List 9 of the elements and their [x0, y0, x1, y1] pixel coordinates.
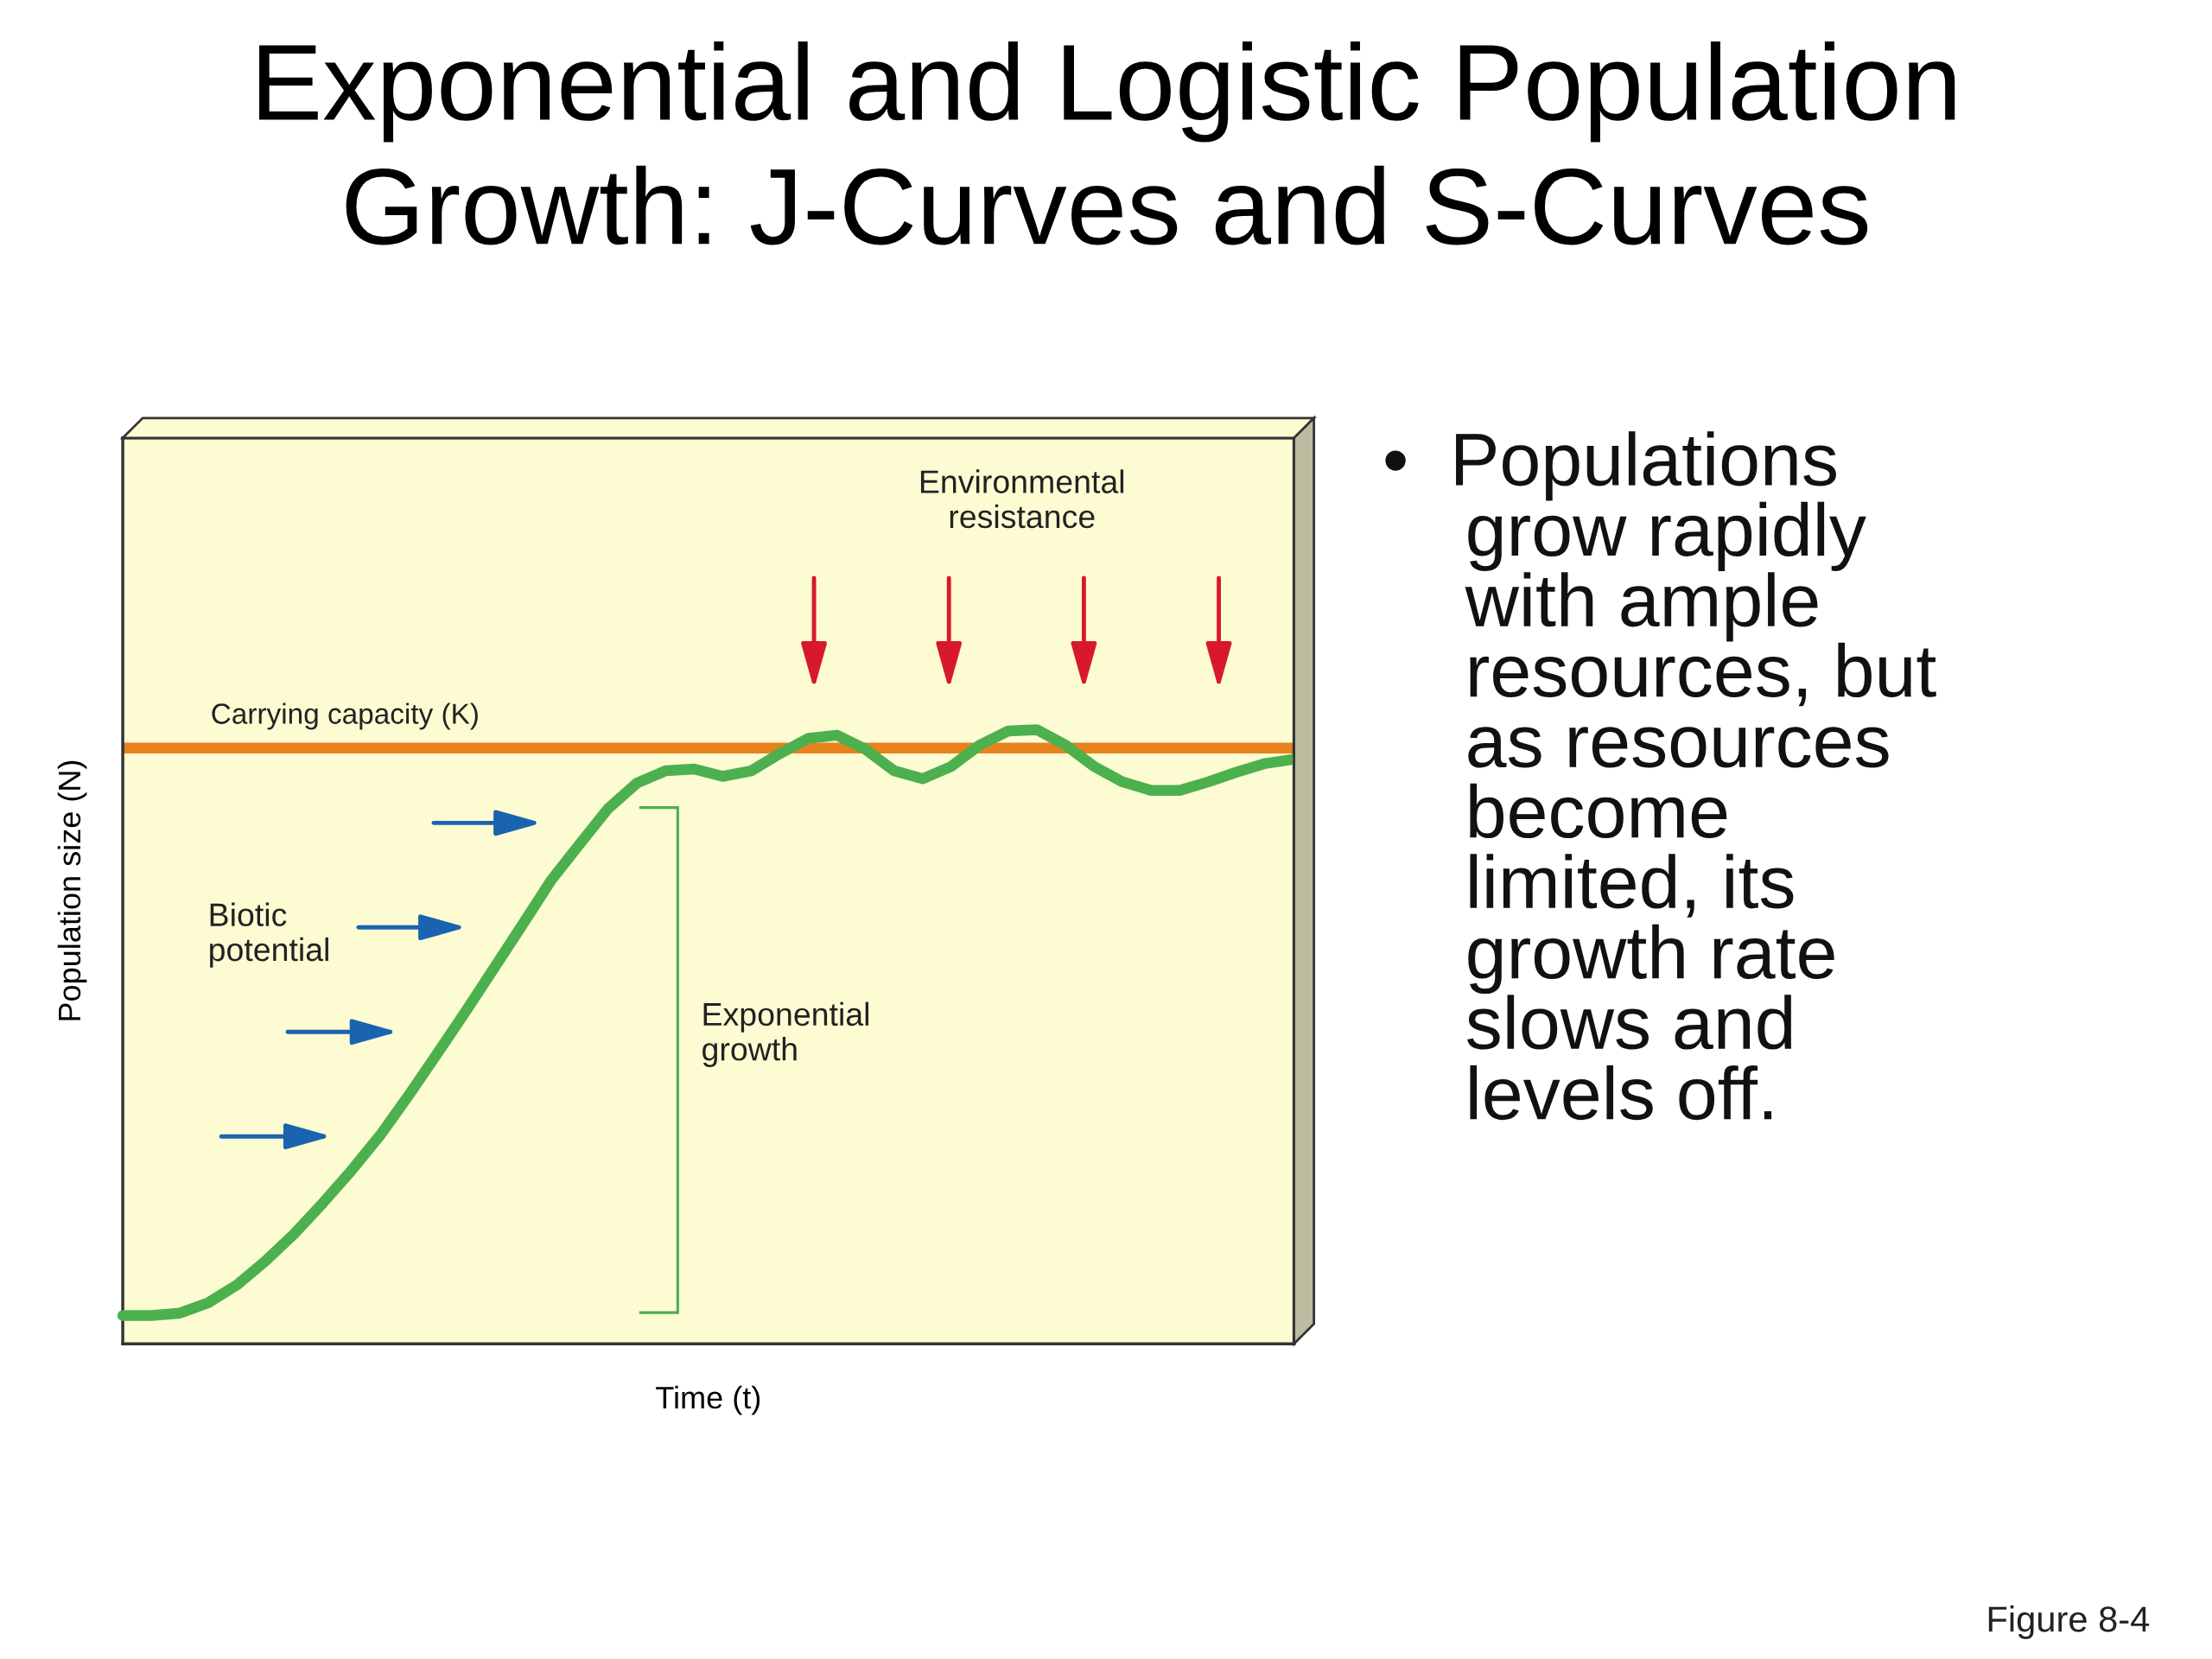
- text: • Populations grow rapidly with ample resources, but as resources become limited, its growth rate slows and levels off.: [1385, 431, 1936, 1121]
- chart-title: Exponential and Logistic Population Growth: J-Curves and S-Curves: [259, 41, 1955, 245]
- annotation: Exponential growth: [702, 1001, 868, 1068]
- x-axis-title: Time (t): [656, 1385, 760, 1415]
- text: Environmental resistance: [920, 469, 1124, 529]
- y-axis-title: Population size (N): [57, 760, 87, 1020]
- caption: Figure 8-4: [1988, 1605, 2150, 1639]
- annotation: Biotic potential: [210, 902, 328, 968]
- ref-line-label: Carrying capacity (K): [212, 702, 478, 730]
